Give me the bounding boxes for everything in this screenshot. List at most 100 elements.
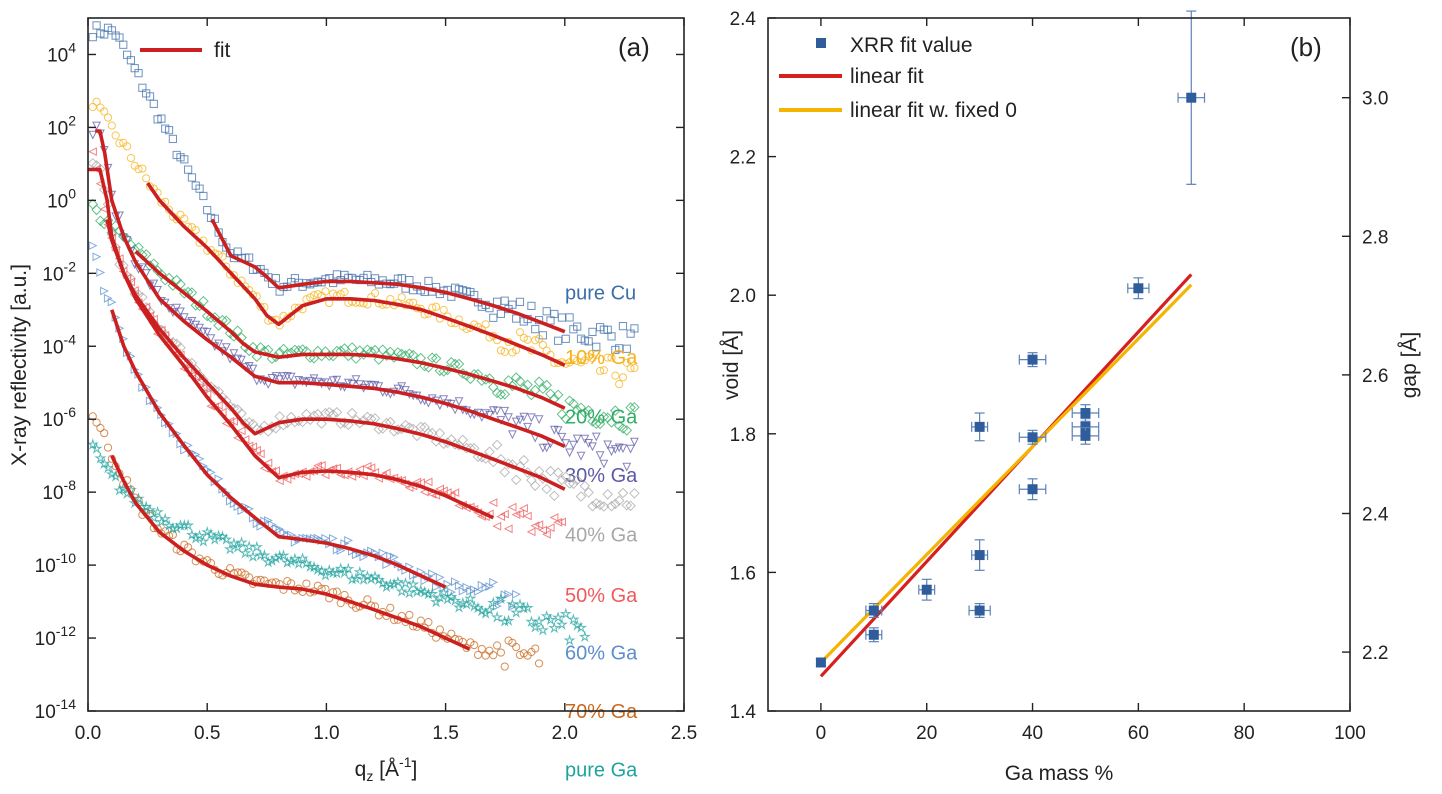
data-point — [540, 609, 553, 622]
data-point — [502, 614, 515, 626]
data-point — [499, 388, 511, 400]
data-point — [214, 474, 224, 484]
x-tick-label: 60 — [1128, 723, 1149, 744]
legend-label-fixed0: linear fit w. fixed 0 — [850, 99, 1017, 122]
data-marker — [1186, 92, 1197, 103]
data-point — [424, 276, 433, 286]
data-point — [568, 398, 579, 410]
data-point — [518, 454, 530, 466]
panel-b: 0 20 40 60 80 100 1.4 1.6 1.8 2.0 2.2 2.4 2.2 2.4 2.6 2… — [720, 9, 1421, 785]
data-point — [246, 550, 259, 562]
data-marker — [974, 421, 985, 432]
data-point — [598, 501, 610, 512]
data-point — [483, 603, 496, 616]
data-point — [397, 293, 406, 302]
data-point — [557, 313, 567, 322]
data-point — [515, 328, 525, 337]
data-point — [457, 434, 469, 446]
data-point — [229, 349, 239, 359]
data-point — [262, 555, 275, 568]
data-point — [553, 517, 563, 527]
data-point — [522, 379, 533, 391]
data-point — [485, 646, 494, 655]
data-point — [534, 334, 544, 343]
data-point — [553, 426, 563, 436]
data-point — [90, 442, 103, 454]
data-point — [449, 358, 461, 370]
data-point — [618, 373, 628, 382]
data-point — [534, 415, 544, 425]
y-tick-label: 10-12 — [35, 623, 77, 650]
data-point — [355, 464, 364, 474]
data-point — [468, 368, 480, 380]
panel-b-y-axis-title: void [Å] — [720, 330, 743, 400]
data-marker — [1027, 354, 1038, 365]
data-point — [594, 499, 606, 511]
data-point — [590, 498, 602, 509]
data-point — [621, 499, 633, 511]
data-point — [225, 564, 235, 573]
sample-label: 30% Ga — [565, 465, 638, 487]
data-point — [265, 554, 279, 566]
data-point — [428, 569, 437, 579]
data-point — [416, 616, 425, 625]
data-point — [128, 496, 141, 509]
xrr-fit-point — [1071, 426, 1100, 445]
x-title-unit: [Å — [373, 758, 399, 781]
data-point — [132, 492, 145, 504]
sample-label: 20% Ga — [565, 406, 638, 428]
data-point — [492, 521, 502, 531]
data-point — [206, 334, 216, 344]
data-point — [313, 377, 323, 387]
data-point — [164, 205, 174, 214]
data-point — [551, 611, 565, 623]
data-point — [387, 577, 401, 590]
xrr-fit-point — [865, 602, 883, 619]
data-point — [426, 587, 439, 600]
sample-label: 40% Ga — [565, 524, 638, 546]
data-point — [617, 487, 629, 499]
series-ga — [86, 438, 591, 646]
data-point — [353, 565, 366, 578]
data-point — [490, 610, 504, 623]
panel-b-y2-axis-title: gap [Å] — [1398, 332, 1421, 399]
data-marker — [868, 605, 879, 616]
data-point — [213, 400, 223, 410]
data-point — [512, 314, 521, 323]
data-point — [549, 513, 559, 522]
data-point — [218, 252, 227, 261]
data-point — [592, 350, 601, 359]
data-point — [301, 472, 311, 481]
data-point — [227, 537, 241, 549]
data-point — [271, 466, 280, 476]
data-point — [526, 527, 536, 537]
data-point — [519, 503, 528, 513]
x-tick-label: 1.5 — [432, 723, 458, 744]
data-point — [513, 598, 527, 610]
data-point — [100, 429, 109, 438]
data-point — [109, 470, 122, 482]
data-point — [309, 291, 319, 300]
data-point — [168, 530, 177, 539]
data-point — [565, 313, 574, 322]
xrr-fit-point — [1018, 352, 1047, 368]
data-point — [496, 346, 506, 355]
fit-curve-g20 — [134, 250, 566, 410]
xrr-fit-point — [971, 539, 989, 571]
data-point — [489, 577, 499, 587]
data-marker — [921, 584, 932, 595]
data-point — [567, 613, 580, 625]
data-point — [541, 379, 553, 391]
x-tick-label: 100 — [1334, 723, 1366, 744]
data-point — [508, 602, 518, 611]
data-point — [511, 417, 521, 427]
data-point — [595, 366, 605, 376]
y-tick-label: 2.0 — [730, 286, 756, 307]
data-point — [621, 425, 633, 436]
data-point — [86, 438, 99, 450]
data-point — [237, 355, 246, 365]
data-point — [529, 620, 542, 633]
data-point — [88, 241, 98, 251]
data-point — [340, 287, 349, 297]
panel-b-plot-area — [815, 10, 1206, 678]
